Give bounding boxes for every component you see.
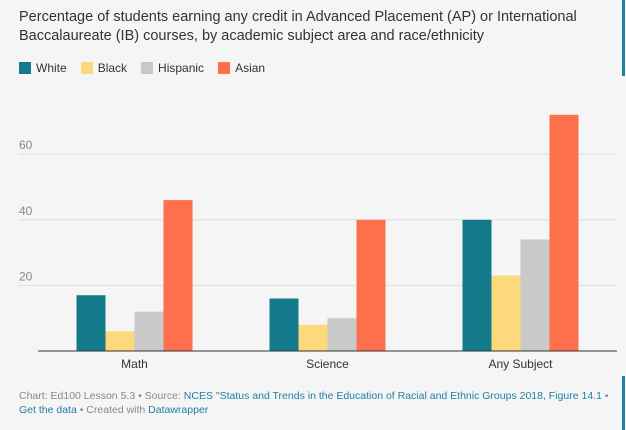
footer-prefix: Chart: Ed100 Lesson 5.3 • Source: xyxy=(19,390,184,402)
legend: White Black Hispanic Asian xyxy=(19,61,265,75)
legend-swatch-asian xyxy=(218,62,231,74)
bar-black-any-subject xyxy=(491,275,521,351)
legend-item-asian: Asian xyxy=(218,61,265,75)
bar-black-science xyxy=(298,324,328,351)
y-tick-label: 60 xyxy=(19,138,33,152)
x-tick-label: Any Subject xyxy=(488,357,553,371)
bar-asian-science xyxy=(356,219,386,351)
bar-black-math xyxy=(105,331,135,351)
source-link[interactable]: NCES "Status and Trends in the Education… xyxy=(183,390,602,402)
bar-asian-any-subject xyxy=(549,114,579,351)
legend-swatch-black xyxy=(80,62,93,74)
bar-layer xyxy=(76,114,579,351)
legend-swatch-hispanic xyxy=(141,62,154,74)
legend-swatch-white xyxy=(19,62,31,74)
footer-created: • Created with xyxy=(76,404,149,416)
edge-accent-bottom xyxy=(622,376,625,430)
legend-label-white: White xyxy=(36,61,67,75)
bar-hispanic-math xyxy=(134,311,164,351)
bar-white-science xyxy=(269,298,299,351)
legend-label-hispanic: Hispanic xyxy=(158,61,205,75)
bar-hispanic-any-subject xyxy=(520,239,550,351)
y-tick-label: 20 xyxy=(19,269,33,283)
legend-item-black: Black xyxy=(80,61,128,75)
chart-footer: Chart: Ed100 Lesson 5.3 • Source: NCES "… xyxy=(19,389,619,417)
datawrapper-link[interactable]: Datawrapper xyxy=(148,404,209,416)
legend-label-black: Black xyxy=(97,61,128,75)
bar-hispanic-science xyxy=(327,318,357,351)
x-tick-label: Science xyxy=(306,357,349,371)
y-tick-label: 40 xyxy=(19,204,33,218)
legend-item-hispanic: Hispanic xyxy=(141,61,204,75)
bar-asian-math xyxy=(163,200,193,351)
get-data-link[interactable]: Get the data xyxy=(19,404,77,416)
bar-white-math xyxy=(76,295,106,351)
edge-accent-top xyxy=(622,0,625,76)
chart-title: Percentage of students earning any credi… xyxy=(19,9,577,44)
legend-item-white: White xyxy=(19,61,67,75)
footer-separator: • xyxy=(601,390,609,402)
axis-layer: 20 40 60 Math Science Any Subject xyxy=(19,138,617,371)
bar-chart: 20 40 60 Math Science Any Subject xyxy=(18,114,617,371)
x-tick-label: Math xyxy=(121,357,148,371)
bar-white-any-subject xyxy=(462,219,492,351)
legend-label-asian: Asian xyxy=(235,61,266,75)
